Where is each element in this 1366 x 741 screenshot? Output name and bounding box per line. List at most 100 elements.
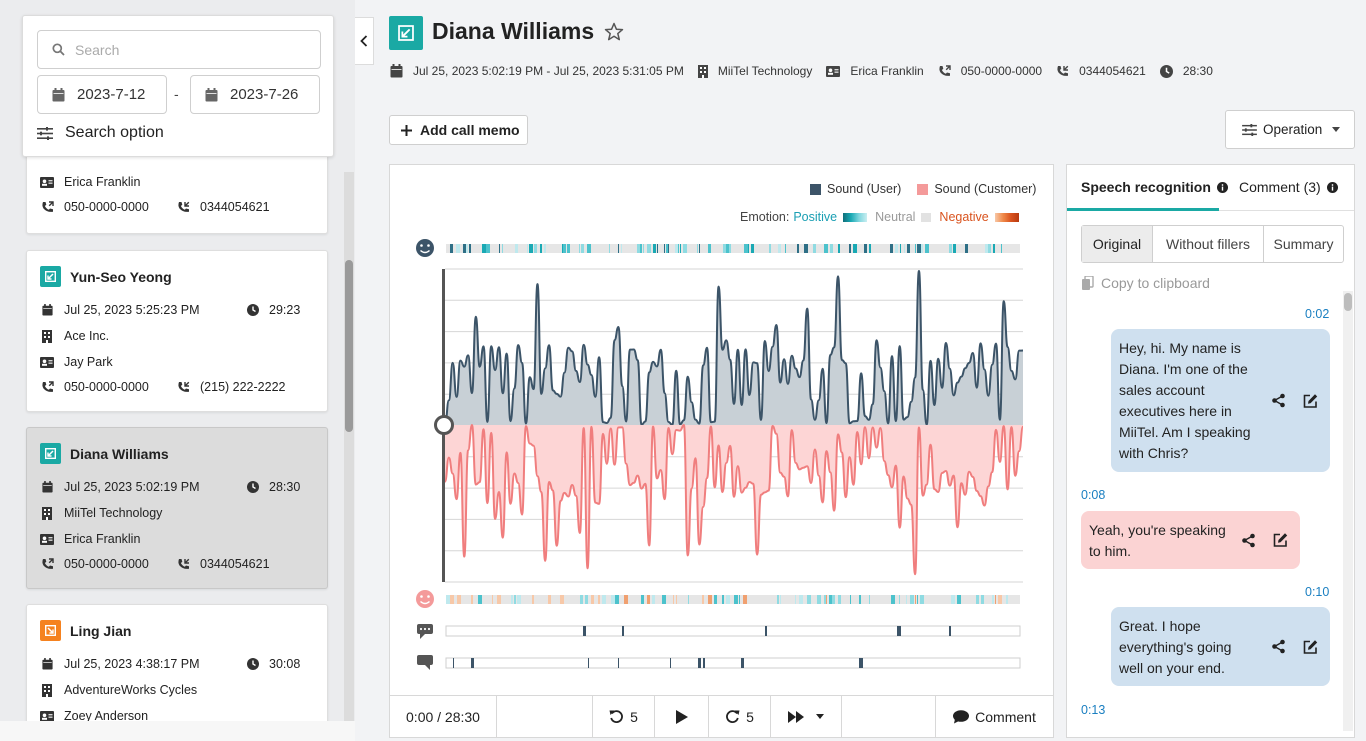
rewind-seconds: 5 bbox=[630, 708, 638, 725]
share-icon[interactable] bbox=[1272, 639, 1285, 654]
strip-segment bbox=[680, 244, 681, 253]
customer-talk-icon bbox=[417, 655, 433, 670]
play-button[interactable] bbox=[655, 695, 709, 738]
strip-segment bbox=[588, 658, 589, 668]
strip-segment bbox=[726, 244, 729, 253]
strip-segment bbox=[529, 244, 533, 253]
strip-segment bbox=[514, 595, 516, 604]
time-display: 0:00 / 28:30 bbox=[390, 695, 497, 738]
collapse-panel-button[interactable] bbox=[355, 17, 374, 65]
strip-segment bbox=[618, 244, 619, 253]
sound-waveform-chart[interactable] bbox=[390, 165, 1053, 695]
strip-segment bbox=[482, 244, 486, 253]
strip-segment bbox=[673, 595, 674, 604]
phone-incoming-icon bbox=[178, 558, 190, 569]
strip-segment bbox=[1006, 595, 1008, 604]
call-card[interactable]: Yun-Seo Yeong Jul 25, 2023 5:25:23 PM 29… bbox=[26, 250, 328, 412]
transcript-timestamp[interactable]: 0:13 bbox=[1081, 703, 1106, 717]
transcript-text: Hey, hi. My name is Diana. I'm one of th… bbox=[1119, 340, 1251, 461]
chevron-left-icon bbox=[360, 35, 368, 47]
strip-segment bbox=[824, 595, 826, 604]
strip-segment bbox=[453, 658, 454, 668]
strip-segment bbox=[708, 244, 711, 253]
strip-segment bbox=[864, 244, 867, 253]
call-card[interactable]: Ling Jian Jul 25, 2023 4:38:17 PM 30:08 … bbox=[26, 604, 328, 721]
date-from-field[interactable]: 2023-7-12 bbox=[37, 75, 167, 114]
call-duration: 29:23 bbox=[269, 303, 301, 317]
call-list: Erica Franklin 050-0000-0000 0344054621 … bbox=[0, 157, 344, 721]
user-talk-strip bbox=[445, 625, 1021, 637]
edit-icon[interactable] bbox=[1303, 639, 1318, 654]
phone-to: 0344054621 bbox=[200, 557, 270, 571]
search-card: 2023-7-12 - 2023-7-26 Search option bbox=[22, 15, 334, 157]
strip-segment bbox=[585, 595, 588, 604]
strip-segment bbox=[587, 244, 591, 253]
playback-speed-dropdown[interactable] bbox=[771, 695, 842, 738]
inbound-call-icon bbox=[40, 266, 61, 287]
segment-without-fillers[interactable]: Without fillers bbox=[1153, 226, 1264, 262]
strip-segment bbox=[560, 595, 564, 604]
search-input[interactable] bbox=[75, 41, 305, 58]
strip-segment bbox=[653, 244, 656, 253]
strip-segment bbox=[804, 244, 808, 253]
strip-segment bbox=[998, 595, 1002, 604]
tab-comment[interactable]: Comment (3) bbox=[1239, 179, 1338, 195]
date-to-value: 2023-7-26 bbox=[230, 86, 299, 103]
list-scrollbar-track[interactable] bbox=[344, 172, 354, 721]
strip-segment bbox=[797, 244, 799, 253]
strip-segment bbox=[486, 244, 490, 253]
strip-segment bbox=[621, 244, 622, 253]
strip-segment bbox=[688, 595, 689, 604]
transcript-view-toggle: Original Without fillers Summary bbox=[1081, 225, 1344, 263]
strip-segment bbox=[859, 595, 861, 604]
strip-background bbox=[446, 244, 1020, 253]
strip-segment bbox=[622, 626, 624, 636]
strip-segment bbox=[471, 658, 474, 668]
strip-segment bbox=[624, 595, 628, 604]
phone-outgoing-icon bbox=[41, 557, 54, 569]
segment-summary[interactable]: Summary bbox=[1273, 236, 1334, 252]
strip-segment bbox=[953, 244, 956, 253]
date-to-field[interactable]: 2023-7-26 bbox=[190, 75, 320, 114]
search-box[interactable] bbox=[37, 30, 321, 69]
transcript-timestamp[interactable]: 0:08 bbox=[1081, 488, 1106, 502]
share-icon[interactable] bbox=[1242, 533, 1255, 547]
edit-icon[interactable] bbox=[1273, 533, 1288, 548]
segment-original[interactable]: Original bbox=[1082, 226, 1153, 262]
transcript-scrollbar-track[interactable] bbox=[1343, 291, 1353, 731]
strip-segment bbox=[976, 595, 979, 604]
strip-segment bbox=[995, 595, 996, 604]
transcript-bubble-customer: Yeah, you're speaking to him. bbox=[1081, 511, 1300, 569]
edit-icon[interactable] bbox=[1303, 393, 1318, 408]
strip-segment bbox=[817, 595, 821, 604]
strip-segment bbox=[618, 658, 619, 668]
list-scrollbar-thumb[interactable] bbox=[345, 260, 353, 432]
operation-dropdown[interactable]: Operation bbox=[1225, 110, 1355, 149]
comment-button[interactable]: Comment bbox=[936, 696, 1053, 738]
search-option-button[interactable]: Search option bbox=[37, 124, 164, 142]
strip-segment bbox=[807, 595, 811, 604]
user-emotion-strip bbox=[446, 244, 1020, 253]
tab-speech-recognition[interactable]: Speech recognition bbox=[1081, 179, 1228, 195]
forward-button[interactable]: 5 bbox=[709, 695, 771, 738]
info-icon bbox=[1216, 181, 1228, 193]
call-card-partial[interactable]: Erica Franklin 050-0000-0000 0344054621 bbox=[26, 157, 328, 234]
strip-segment bbox=[668, 244, 669, 253]
add-call-memo-button[interactable]: Add call memo bbox=[389, 115, 528, 145]
strip-segment bbox=[830, 244, 833, 253]
copy-to-clipboard-button[interactable]: Copy to clipboard bbox=[1082, 275, 1210, 291]
strip-segment bbox=[456, 244, 460, 253]
strip-segment bbox=[921, 244, 923, 253]
star-icon[interactable] bbox=[604, 22, 624, 42]
transcript-scrollbar-thumb[interactable] bbox=[1344, 293, 1352, 311]
call-card-selected[interactable]: Diana Williams Jul 25, 2023 5:02:19 PM 2… bbox=[26, 427, 328, 589]
transcript-timestamp[interactable]: 0:10 bbox=[1305, 585, 1330, 599]
search-option-label: Search option bbox=[65, 124, 164, 141]
date-from-value: 2023-7-12 bbox=[77, 86, 146, 103]
calendar-icon bbox=[41, 481, 53, 493]
share-icon[interactable] bbox=[1272, 393, 1285, 408]
transcript-timestamp[interactable]: 0:02 bbox=[1305, 307, 1330, 321]
transcript-panel: Speech recognition Comment (3) Original … bbox=[1066, 164, 1355, 738]
strip-segment bbox=[726, 595, 730, 604]
rewind-button[interactable]: 5 bbox=[593, 695, 655, 738]
